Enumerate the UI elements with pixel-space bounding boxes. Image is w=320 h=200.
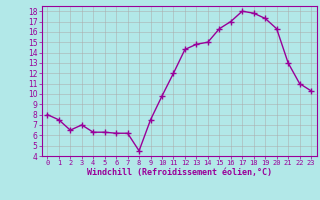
X-axis label: Windchill (Refroidissement éolien,°C): Windchill (Refroidissement éolien,°C) <box>87 168 272 177</box>
